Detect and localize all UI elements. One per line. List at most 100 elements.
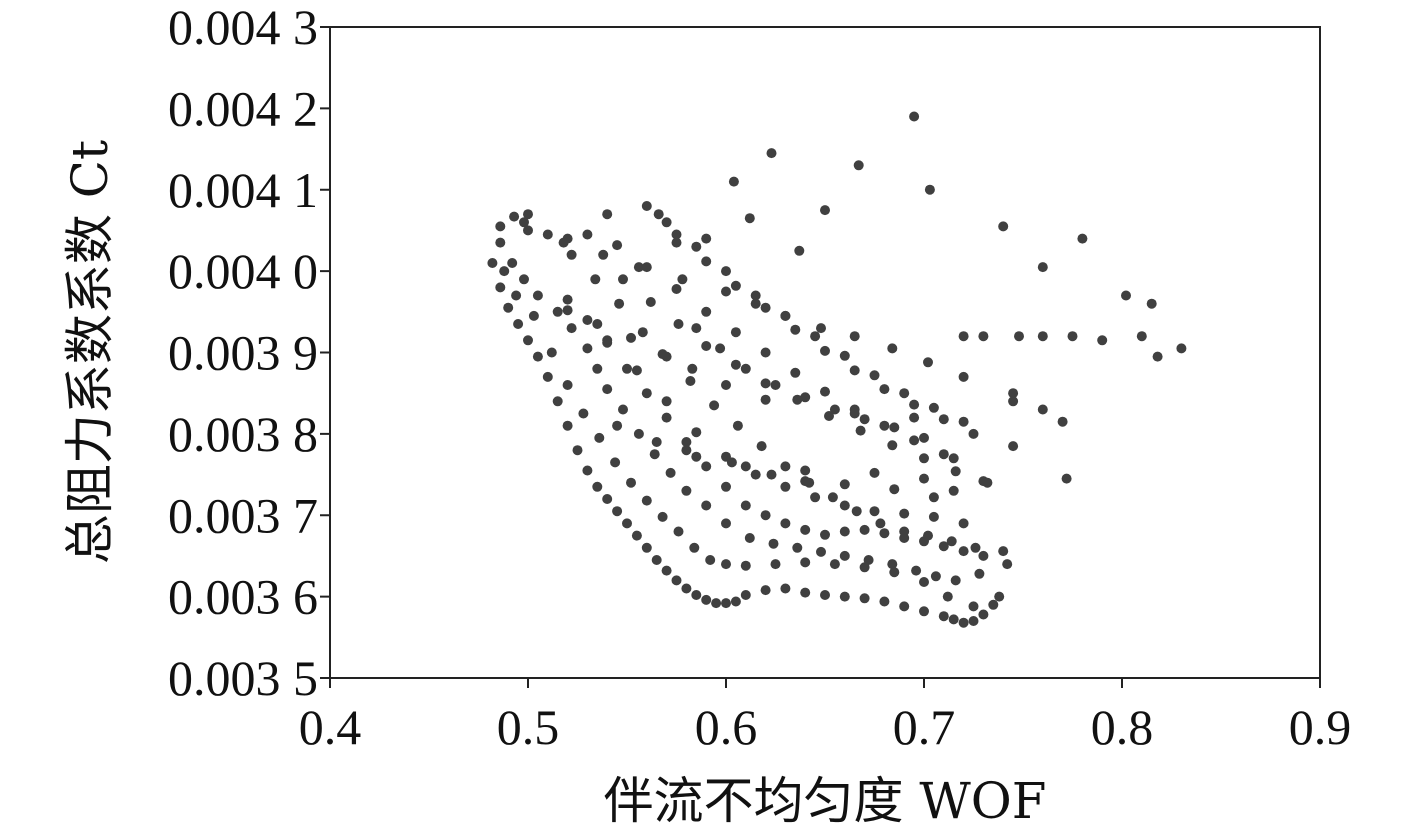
data-point <box>582 465 593 476</box>
data-point <box>756 441 767 452</box>
data-point <box>705 555 716 565</box>
data-point <box>657 349 668 360</box>
x-axis-title: 伴流不均匀度 WOF <box>604 772 1047 830</box>
data-point <box>566 323 577 334</box>
data-point <box>511 290 522 301</box>
data-point <box>887 440 898 451</box>
data-point <box>701 233 712 244</box>
data-point <box>519 217 529 228</box>
data-point <box>495 221 506 232</box>
data-point <box>721 266 731 277</box>
data-point <box>721 518 731 529</box>
data-point <box>721 481 731 492</box>
data-point <box>503 302 514 313</box>
data-point <box>750 290 761 301</box>
data-point <box>1037 404 1048 415</box>
data-point <box>499 266 510 277</box>
y-tick-label: 0.003 8 <box>168 406 318 462</box>
data-point <box>633 428 644 439</box>
data-point <box>760 394 771 405</box>
data-point <box>889 567 900 578</box>
data-point <box>800 587 811 598</box>
data-point <box>645 297 656 307</box>
data-point <box>661 412 672 423</box>
data-point <box>701 461 712 472</box>
data-point <box>948 485 959 496</box>
x-tick-label: 0.6 <box>695 699 758 755</box>
data-point <box>794 245 805 256</box>
data-point <box>602 384 613 395</box>
data-point <box>820 386 830 397</box>
data-point <box>721 380 731 390</box>
data-point <box>677 274 688 285</box>
data-point <box>651 555 662 565</box>
data-point <box>839 350 850 361</box>
data-point <box>711 598 722 609</box>
data-point <box>622 518 632 529</box>
data-point <box>958 371 969 382</box>
x-tick-label: 0.4 <box>299 699 362 755</box>
data-point <box>671 229 682 240</box>
data-point <box>687 363 698 374</box>
data-point <box>928 402 939 413</box>
data-point <box>978 331 989 342</box>
data-point <box>948 453 959 464</box>
data-point <box>800 524 811 535</box>
data-point <box>542 229 553 240</box>
data-point <box>691 451 702 462</box>
data-point <box>889 484 900 495</box>
data-point <box>879 528 890 539</box>
data-point <box>689 542 700 553</box>
data-point <box>582 343 593 354</box>
data-point <box>673 319 684 329</box>
data-point <box>887 343 898 354</box>
data-point <box>622 363 632 374</box>
data-point <box>829 559 840 570</box>
data-point <box>930 571 941 582</box>
data-point <box>950 575 961 586</box>
data-point <box>612 420 623 431</box>
data-point <box>879 420 890 431</box>
data-point <box>750 298 761 309</box>
data-point <box>523 209 533 220</box>
data-point <box>820 345 830 356</box>
data-point <box>824 411 834 421</box>
data-point <box>1152 351 1163 362</box>
data-point <box>582 229 593 240</box>
data-point <box>919 606 929 617</box>
data-point <box>958 617 969 628</box>
data-point <box>768 538 779 549</box>
data-point <box>651 437 662 447</box>
data-point <box>760 347 771 358</box>
data-point <box>1008 396 1019 407</box>
data-point <box>982 477 993 488</box>
data-point <box>958 518 969 529</box>
data-point <box>1008 388 1019 399</box>
data-point <box>974 568 985 579</box>
data-point <box>938 449 949 460</box>
data-point <box>928 511 939 522</box>
data-point <box>673 526 684 537</box>
data-point <box>614 298 625 309</box>
data-point <box>827 492 838 503</box>
data-point <box>887 559 898 570</box>
data-point <box>800 557 811 568</box>
data-point <box>968 428 979 439</box>
data-point <box>938 414 949 425</box>
data-point <box>523 335 533 346</box>
data-point <box>681 445 692 456</box>
data-point <box>562 420 573 431</box>
data-point <box>721 286 731 297</box>
data-point <box>1146 298 1157 309</box>
data-point <box>546 347 557 358</box>
x-axis: 0.4 0.5 0.6 0.7 0.8 0.9 <box>299 678 1351 755</box>
data-point <box>730 596 741 607</box>
data-point <box>770 380 781 390</box>
data-point <box>701 306 712 317</box>
data-point <box>855 425 866 436</box>
data-point <box>839 526 850 537</box>
data-point <box>744 533 755 543</box>
data-point <box>661 396 672 407</box>
data-point <box>1008 441 1019 452</box>
data-point <box>701 594 712 605</box>
